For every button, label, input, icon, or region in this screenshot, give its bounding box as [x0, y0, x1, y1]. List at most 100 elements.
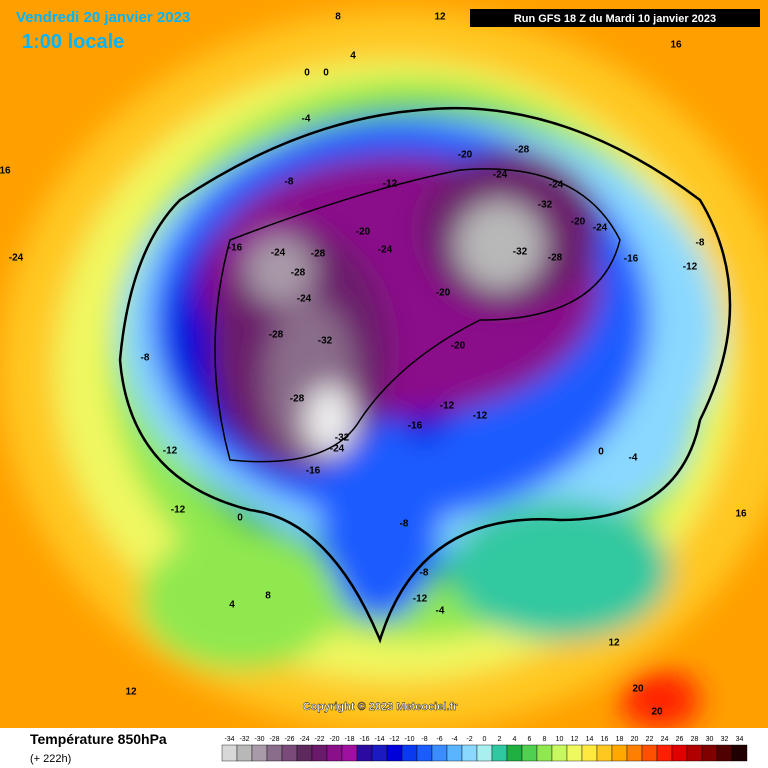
colorbar-label: 34	[736, 736, 744, 743]
colorbar-cell	[641, 744, 658, 762]
run-box	[470, 9, 760, 27]
colorbar-cell	[476, 744, 493, 762]
colorbar-cell	[536, 744, 553, 762]
colorbar-label: -2	[466, 736, 472, 743]
colorbar-cell	[671, 744, 688, 762]
contour-label: -20	[436, 288, 451, 299]
colorbar-label: -26	[284, 736, 294, 743]
footer-title: Température 850hPa	[30, 731, 167, 747]
colorbar-cell	[311, 744, 328, 762]
contour-label: -32	[318, 336, 333, 347]
colorbar-label: 0	[483, 736, 487, 743]
colorbar-label: -6	[436, 736, 442, 743]
colorbar-cell	[431, 744, 448, 762]
colorbar-cell	[356, 744, 373, 762]
colorbar-cell	[266, 744, 283, 762]
colorbar-cell	[341, 744, 358, 762]
contour-label: -20	[458, 150, 473, 161]
colorbar-cell	[236, 744, 253, 762]
colorbar-cell	[221, 744, 238, 762]
colorbar-label: 22	[646, 736, 654, 743]
colorbar-label: 16	[601, 736, 609, 743]
contour-label: -32	[335, 433, 350, 444]
contour-label: -12	[383, 179, 398, 190]
contour-label: -24	[593, 223, 608, 234]
colorbar-label: -4	[451, 736, 457, 743]
contour-label: -32	[538, 200, 553, 211]
contour-label: -24	[493, 170, 508, 181]
colorbar-cell	[626, 744, 643, 762]
colorbar-label: -30	[254, 736, 264, 743]
contour-label: -16	[624, 254, 639, 265]
colorbar-cell	[371, 744, 388, 762]
contour-label: 20	[632, 684, 644, 695]
colorbar-label: 18	[616, 736, 624, 743]
copyright: Copyright © 2023 Meteociel.fr	[303, 701, 459, 713]
contour-label: -20	[356, 227, 371, 238]
contour-label: 20	[651, 707, 663, 718]
contour-label: -12	[171, 505, 186, 516]
colorbar-cell	[446, 744, 463, 762]
contour-label: 4	[229, 600, 235, 611]
colorbar-cell	[401, 744, 418, 762]
contour-label: -28	[290, 394, 305, 405]
contour-label: 16	[0, 166, 11, 177]
colorbar-label: 30	[706, 736, 714, 743]
forecast-time: 1:00 locale	[22, 31, 124, 53]
contour-label: -12	[413, 594, 428, 605]
contour-label: -4	[436, 606, 445, 617]
contour-label: 16	[735, 509, 747, 520]
contour-label: -24	[297, 294, 312, 305]
colorbar-label: 14	[586, 736, 594, 743]
forecast-date: Vendredi 20 janvier 2023	[16, 9, 190, 26]
colorbar-cell	[296, 744, 313, 762]
footer-lead: (+ 222h)	[30, 753, 71, 765]
colorbar-label: 2	[498, 736, 502, 743]
run-info: Run GFS 18 Z du Mardi 10 janvier 2023	[514, 13, 716, 25]
colorbar-label: 6	[528, 736, 532, 743]
contour-label: 0	[323, 68, 329, 79]
contour-label: -20	[571, 217, 586, 228]
colorbar-cell	[566, 744, 583, 762]
colorbar-cell	[581, 744, 598, 762]
colorbar-label: 4	[513, 736, 517, 743]
contour-label: -16	[228, 243, 243, 254]
colorbar-cell	[506, 744, 523, 762]
contour-label: -8	[400, 519, 409, 530]
contour-label: 8	[335, 12, 341, 23]
colorbar-label: 24	[661, 736, 669, 743]
colorbar-cell	[596, 744, 613, 762]
colorbar-label: -32	[239, 736, 249, 743]
contour-label: -4	[302, 114, 311, 125]
contour-label: -12	[683, 262, 698, 273]
contour-label: -16	[306, 466, 321, 477]
colorbar-cell	[461, 744, 478, 762]
contour-label: -24	[549, 180, 564, 191]
contour-label: -12	[163, 446, 178, 457]
colorbar-cell	[416, 744, 433, 762]
colorbar-label: 20	[631, 736, 639, 743]
colorbar-label: -18	[344, 736, 354, 743]
colorbar-label: -10	[404, 736, 414, 743]
contour-label: -32	[513, 247, 528, 258]
map-field	[0, 0, 768, 730]
contour-label: -24	[330, 444, 345, 455]
colorbar-cell	[716, 744, 733, 762]
contour-label: -24	[271, 248, 286, 259]
colorbar-label: 28	[691, 736, 699, 743]
colorbar-cell	[551, 744, 568, 762]
colorbar-cell	[731, 744, 748, 762]
colorbar-label: -22	[314, 736, 324, 743]
contour-label: -20	[451, 341, 466, 352]
contour-label: 4	[350, 51, 356, 62]
contour-label: -24	[9, 253, 24, 264]
colorbar-label: -28	[269, 736, 279, 743]
contour-label: 0	[237, 513, 243, 524]
contour-label: -28	[311, 249, 326, 260]
contour-label: -28	[548, 253, 563, 264]
colorbar-cell	[281, 744, 298, 762]
colorbar-label: -24	[299, 736, 309, 743]
contour-label: -8	[141, 353, 150, 364]
